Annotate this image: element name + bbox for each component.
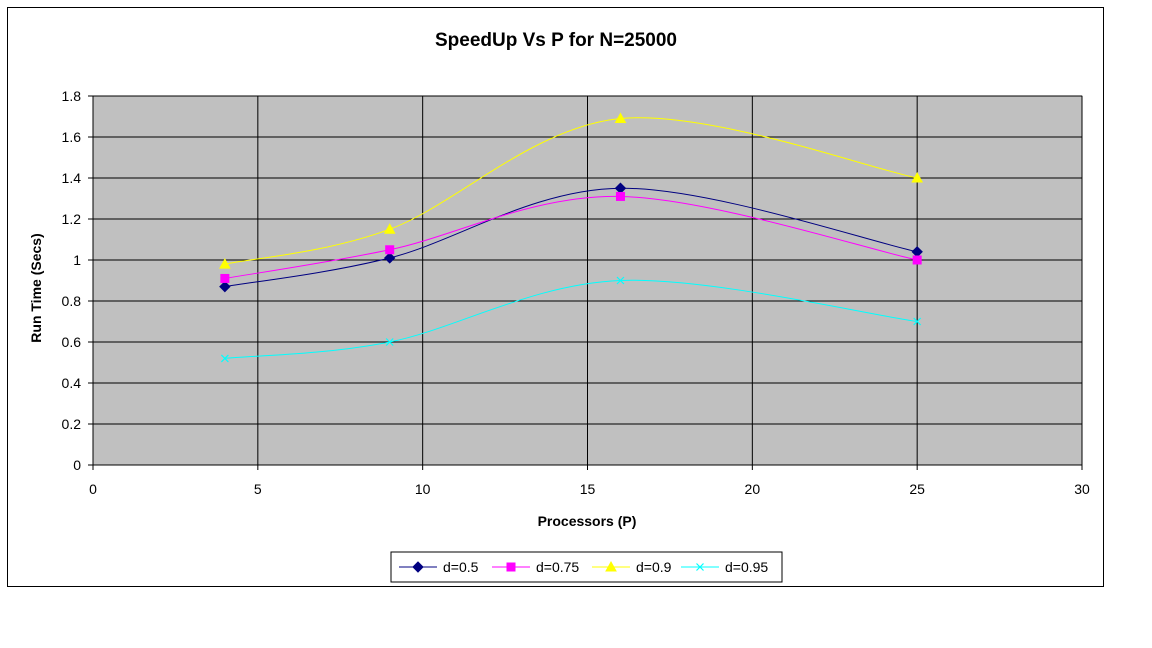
series-2-point-2 (614, 112, 627, 124)
legend-label-1: d=0.75 (536, 559, 579, 575)
legend-box (390, 551, 783, 583)
series-3-point-2 (616, 276, 625, 285)
legend-marker-0 (412, 561, 424, 573)
series-2-point-1 (383, 223, 396, 234)
x-tick-label-6: 30 (1074, 481, 1090, 497)
series-0-point-0 (219, 280, 231, 293)
x-tick-label-4: 20 (745, 481, 761, 497)
x-tick-label-1: 5 (254, 481, 262, 497)
series-1-point-3 (912, 255, 922, 265)
y-tick-label-1: 0.2 (62, 416, 82, 432)
y-tick-label-4: 0.8 (62, 293, 82, 309)
legend-label-0: d=0.5 (443, 559, 479, 575)
legend-label-3: d=0.95 (725, 559, 768, 575)
y-tick-label-5: 1 (73, 252, 81, 268)
x-tick-label-3: 15 (580, 481, 596, 497)
series-line-0 (224, 187, 918, 288)
series-line-1 (224, 195, 918, 279)
series-line-3 (224, 279, 918, 359)
series-line-2 (224, 117, 918, 265)
series-3-point-1 (385, 338, 394, 346)
y-tick-label-8: 1.6 (62, 129, 82, 145)
x-tick-label-2: 10 (415, 481, 431, 497)
series-1-point-2 (615, 191, 625, 201)
line-chart: SpeedUp Vs P for N=25000 0 0.2 0.4 0.6 0.8 1 1… (28, 30, 1090, 583)
x-tick-label-5: 25 (909, 481, 925, 497)
series-0-point-1 (383, 252, 396, 264)
y-tick-label-3: 0.6 (62, 334, 82, 350)
legend-marker-3 (696, 563, 704, 571)
y-tick-label-6: 1.2 (62, 211, 82, 227)
legend: d=0.5 d=0.75 d=0.9 d=0.95 (390, 551, 783, 583)
chart-title: SpeedUp Vs P for N=25000 (435, 30, 677, 51)
x-tick-label-0: 0 (89, 481, 97, 497)
chart-area: SpeedUp Vs P for N=25000 0 0.2 0.4 0.6 0.8 1 1… (7, 7, 1104, 587)
plot-area: 0 0.2 0.4 0.6 0.8 1 1.2 1.4 1.6 1.8 0 5 10 15 20 25 30 (62, 88, 1090, 497)
y-tick-label-0: 0 (73, 457, 81, 473)
series-1-point-0 (220, 273, 230, 283)
series-3-point-0 (220, 354, 229, 363)
series-1-point-1 (385, 245, 395, 255)
y-tick-label-2: 0.4 (62, 375, 82, 391)
series-2-point-0 (219, 258, 231, 269)
legend-label-2: d=0.9 (636, 559, 672, 575)
legend-marker-2 (605, 560, 617, 572)
series-2-point-3 (911, 171, 924, 183)
legend-marker-1 (506, 562, 516, 572)
y-tick-label-7: 1.4 (62, 170, 82, 186)
series-3-point-3 (913, 317, 922, 326)
x-axis-title: Processors (P) (538, 513, 637, 529)
y-tick-label-9: 1.8 (62, 88, 82, 104)
y-axis-title: Run Time (Secs) (28, 233, 44, 342)
